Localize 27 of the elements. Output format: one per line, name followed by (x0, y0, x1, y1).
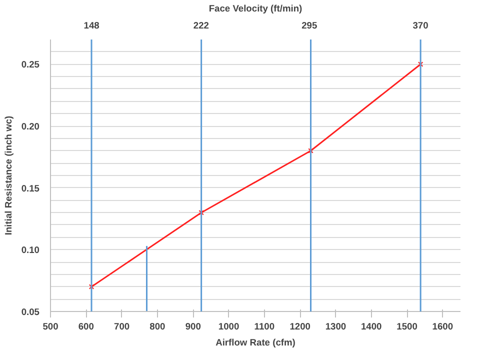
point (308, 148, 314, 154)
y-tick-label: 0.10 (21, 245, 40, 256)
y-axis-title: Initial Resistance (inch wc) (3, 116, 14, 236)
x2-tick-label: 148 (84, 20, 100, 30)
x2-axis-title: Face Velocity (ft/min) (208, 4, 302, 14)
x-tick-label: 1200 (290, 322, 310, 332)
x2-tick-label: 222 (193, 20, 209, 30)
x-tick-label: 600 (78, 322, 94, 332)
x-tick-label: 1000 (218, 322, 240, 332)
x-axis-title: Airflow Rate (cfm) (216, 338, 296, 348)
x2-tick-label: 370 (412, 20, 428, 30)
y-tick-label: 0.05 (21, 307, 40, 317)
x-tick-label: 1300 (325, 322, 346, 332)
y-tick-label: 0.20 (21, 122, 40, 132)
x-tick-label: 1100 (254, 322, 275, 332)
point (198, 210, 204, 216)
x-tick-label: 800 (150, 322, 166, 332)
y-tick-label: 0.25 (21, 60, 40, 70)
x-tick-label: 900 (185, 322, 201, 332)
point (418, 62, 424, 67)
x-tick-label: 500 (42, 322, 58, 332)
x2-tick-label: 295 (302, 20, 318, 30)
y-tick-label: 0.15 (21, 183, 40, 194)
x-tick-label: 1400 (360, 322, 382, 332)
x-tick-label: 1600 (432, 322, 454, 332)
x-tick-label: 700 (114, 322, 130, 332)
x-tick-label: 1500 (396, 322, 418, 332)
